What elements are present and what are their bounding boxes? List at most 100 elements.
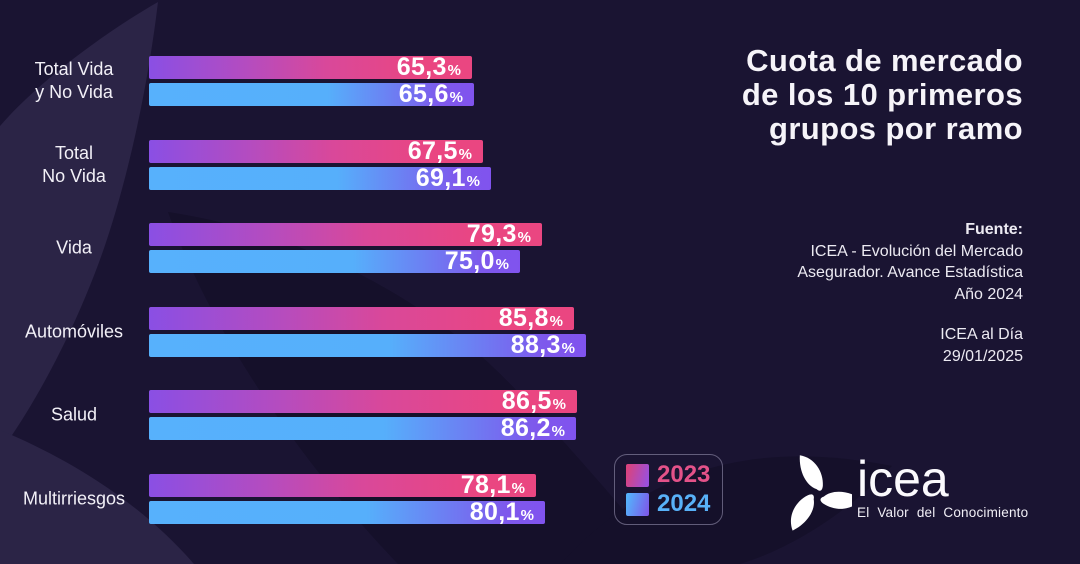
bar-2023-Vida: 79,3% (149, 219, 542, 248)
source-note: Fuente: ICEA - Evolución del Mercado Ase… (797, 219, 1023, 367)
value-label: 86,2% (500, 413, 565, 442)
category-label-line: No Vida (42, 166, 106, 186)
value-label: 67,5% (407, 136, 472, 165)
icea-logo: icea El Valor del Conocimiento (786, 449, 1028, 535)
category-label-line: Multirriesgos (22, 488, 126, 509)
bar-2024-Salud: 86,2% (149, 413, 576, 442)
bar-2023-Total No Vida: 67,5% (149, 136, 483, 165)
icea-wordmark: icea (857, 451, 949, 507)
value-label: 78,1% (461, 472, 525, 498)
legend-label-2023: 2023 (657, 461, 711, 488)
value-label: 75,0% (444, 246, 509, 275)
value-number: 67,5 (407, 136, 458, 165)
value-number: 69,1 (415, 163, 466, 192)
legend: 2023 2024 (614, 454, 723, 525)
bar-pair: 67,5% 69,1% (149, 136, 491, 192)
percent-sign: % (447, 61, 461, 79)
bar-2023-Salud: 86,5% (149, 386, 577, 415)
bar-2024-Total No Vida: 69,1% (149, 163, 491, 192)
source-line-1: ICEA - Evolución del Mercado (810, 242, 1023, 260)
value-number: 86,2 (500, 413, 551, 442)
percent-sign: % (466, 172, 480, 190)
category-label-line: Total (54, 143, 94, 163)
chart-group-1: Total No Vida 67,5% 69,1% (0, 136, 700, 192)
percent-sign: % (449, 88, 463, 106)
value-label: 69,1% (415, 163, 480, 192)
percent-sign: % (552, 395, 566, 413)
category-label-line: y No Vida (35, 82, 113, 102)
percent-sign: % (511, 479, 525, 497)
category-label: Multirriesgos (8, 488, 140, 511)
percent-sign: % (520, 506, 534, 524)
legend-swatch-2024-icon (626, 492, 649, 516)
value-label: 65,3% (396, 52, 461, 81)
chart-group-0: Total Vida y No Vida 65,3% 65,6% (0, 52, 700, 108)
icea-tagline: El Valor del Conocimiento (857, 505, 1029, 520)
bar-2024-Automóviles: 88,3% (149, 330, 586, 359)
source-fuente-label: Fuente: (965, 221, 1023, 238)
bar-2024-Vida: 75,0% (149, 246, 520, 275)
source-line-3: Año 2024 (954, 285, 1023, 303)
leaf-shape-center-dark (168, 212, 668, 564)
value-number: 85,8 (498, 303, 549, 332)
legend-label-2024: 2024 (657, 490, 711, 517)
source-date: 29/01/2025 (942, 347, 1023, 365)
title-line-1: Cuota de mercado (746, 43, 1023, 78)
percent-sign: % (458, 145, 472, 163)
category-label-line: Total Vida (34, 59, 114, 79)
category-label: Automóviles (8, 321, 140, 344)
percent-sign: % (551, 422, 565, 440)
value-label: 86,5% (501, 386, 566, 415)
bar-pair: 78,1% 80,1% (149, 472, 545, 526)
bar-2023-Automóviles: 85,8% (149, 303, 574, 332)
legend-swatch-2023-icon (626, 463, 649, 487)
category-label-line: Automóviles (24, 321, 124, 342)
value-number: 79,3 (466, 219, 517, 248)
chart-title: Cuota de mercado de los 10 primeros grup… (742, 44, 1023, 146)
source-icea-al-dia: ICEA al Día (940, 326, 1023, 343)
chart-group-4: Salud 86,5% 86,2% (0, 386, 700, 442)
category-label: Salud (8, 404, 140, 427)
legend-item-2023: 2023 (626, 463, 722, 487)
bar-2023-Multirriesgos: 78,1% (149, 472, 536, 498)
title-line-2: de los 10 primeros (741, 77, 1023, 112)
percent-sign: % (517, 228, 531, 246)
value-label: 88,3% (510, 330, 575, 359)
bar-2024-Multirriesgos: 80,1% (149, 497, 545, 526)
bar-pair: 85,8% 88,3% (149, 303, 586, 359)
leaf-shape-bottom-left (0, 430, 194, 564)
bar-pair: 65,3% 65,6% (149, 52, 474, 108)
value-number: 75,0 (444, 246, 495, 275)
percent-sign: % (561, 339, 575, 357)
value-number: 65,6 (398, 79, 449, 108)
source-line-2: Asegurador. Avance Estadística (797, 264, 1023, 281)
category-label: Total Vida y No Vida (8, 58, 140, 104)
chart-group-2: Vida 79,3% 75,0% (0, 219, 700, 275)
category-label: Vida (8, 237, 140, 260)
category-label: Total No Vida (8, 142, 140, 188)
legend-item-2024: 2024 (626, 492, 722, 516)
value-number: 88,3 (510, 330, 561, 359)
percent-sign: % (549, 312, 563, 330)
category-label-line: Vida (56, 237, 92, 258)
value-number: 86,5 (501, 386, 552, 415)
value-label: 80,1% (469, 497, 534, 526)
leaf-shape-left (0, 2, 158, 452)
percent-sign: % (495, 255, 509, 273)
chart-group-3: Automóviles 85,8% 88,3% (0, 303, 700, 359)
value-number: 65,3 (396, 52, 447, 81)
value-label: 79,3% (466, 219, 531, 248)
bar-2024-Total Vida y No Vida: 65,6% (149, 79, 474, 108)
bar-pair: 86,5% 86,2% (149, 386, 577, 442)
title-line-3: grupos por ramo (768, 111, 1023, 146)
bar-chart: Total Vida y No Vida 65,3% 65,6% Total No Vid… (0, 52, 700, 526)
value-label: 65,6% (398, 79, 463, 108)
value-number: 80,1 (469, 497, 520, 526)
chart-group-5: Multirriesgos 78,1% 80,1% (0, 472, 700, 526)
icea-pinwheel-leaves-icon (790, 455, 852, 531)
value-label: 85,8% (498, 303, 563, 332)
bar-pair: 79,3% 75,0% (149, 219, 542, 275)
category-label-line: Salud (50, 404, 98, 425)
bar-2023-Total Vida y No Vida: 65,3% (149, 52, 472, 81)
